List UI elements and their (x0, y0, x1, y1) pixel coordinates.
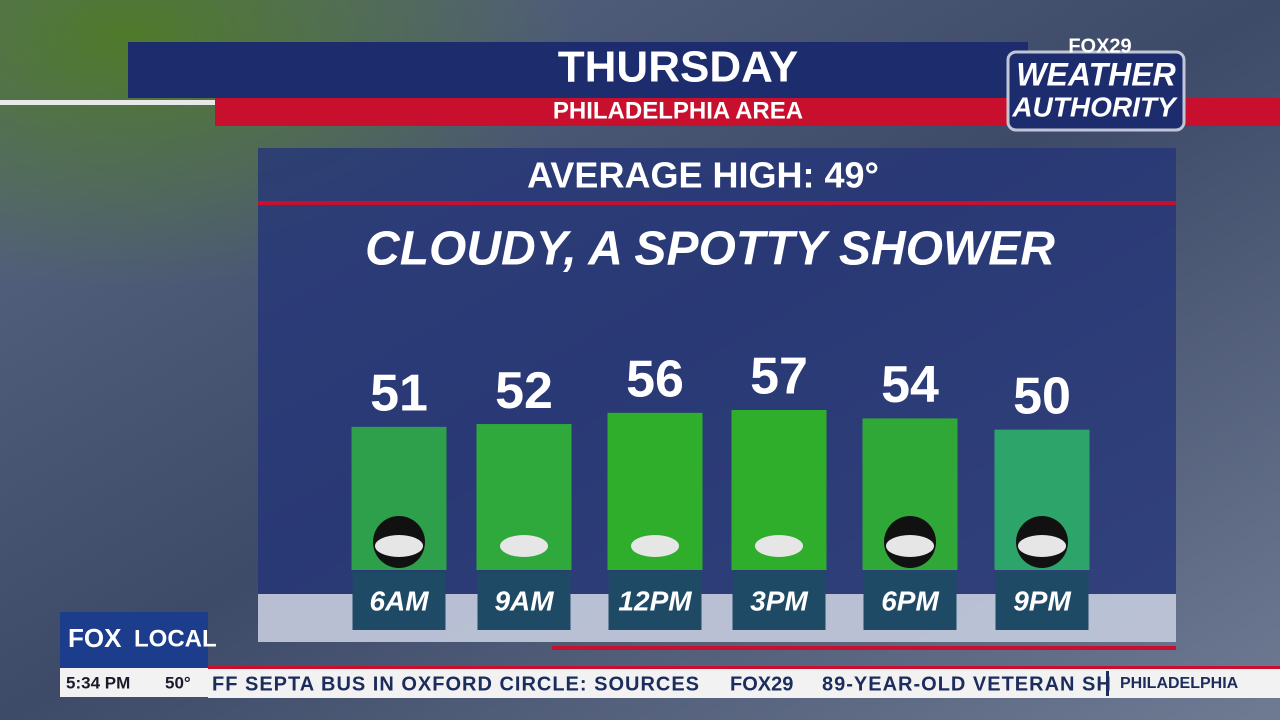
corner-brand-box (60, 612, 208, 668)
corner-time-box (60, 668, 208, 697)
time-box (477, 572, 571, 630)
ticker-station: FOX29 (730, 673, 793, 695)
time-box (863, 572, 957, 630)
logo-station: FOX29 (1068, 35, 1131, 57)
logo-line1: WEATHER (1016, 56, 1175, 92)
cloud-icon (500, 535, 548, 557)
value-label: 51 (370, 365, 428, 423)
corner-temperature: 50° (165, 673, 191, 692)
region: PHILADELPHIA AREA (553, 97, 803, 124)
time-box (732, 572, 826, 630)
corner-brand: FOX (68, 623, 122, 653)
time-label: 9AM (494, 585, 554, 616)
ticker-line (208, 666, 1280, 669)
title-bar (128, 42, 1028, 98)
cloud-icon (375, 535, 423, 557)
time-label: 12PM (618, 585, 692, 616)
logo-box (1006, 50, 1186, 132)
ticker-band (208, 669, 1280, 698)
time-label: 6PM (881, 585, 939, 616)
value-label: 50 (1013, 367, 1071, 425)
value-label: 57 (750, 348, 808, 406)
hourly-bars: 51 6AM 52 9AM 56 12PM 57 3PM 54 6PM 50 9PM (351, 348, 1090, 630)
ticker-story: 89-YEAR-OLD VETERAN SH (822, 673, 1112, 695)
panel-divider (258, 201, 1176, 205)
average-high: AVERAGE HIGH: 49° (527, 155, 879, 196)
time-label: 3PM (750, 585, 808, 616)
time-label: 9PM (1013, 585, 1071, 616)
corner-bug: FOX LOCAL 5:34 PM 50° (60, 612, 217, 697)
logo: FOX29 WEATHER AUTHORITY (1006, 35, 1186, 132)
value-label: 56 (626, 351, 684, 409)
corner-channel: LOCAL (134, 625, 217, 652)
ticker: FF SEPTA BUS IN OXFORD CIRCLE: SOURCES F… (208, 666, 1280, 698)
day-title: THURSDAY (558, 43, 798, 92)
accent-line (0, 100, 215, 105)
cloud-icon (631, 535, 679, 557)
corner-time: 5:34 PM (66, 673, 130, 692)
condition: CLOUDY, A SPOTTY SHOWER (365, 223, 1055, 276)
time-box (995, 572, 1089, 630)
cloud-icon (886, 535, 934, 557)
cloud-icon (1018, 535, 1066, 557)
value-label: 52 (495, 362, 553, 420)
cloud-icon (755, 535, 803, 557)
accent-line (552, 646, 1176, 650)
ticker-divider (1106, 671, 1109, 696)
time-box (608, 572, 702, 630)
time-box (352, 572, 446, 630)
ticker-story: FF SEPTA BUS IN OXFORD CIRCLE: SOURCES (212, 673, 700, 695)
value-label: 54 (881, 356, 939, 414)
time-label: 6AM (369, 585, 429, 616)
ticker-location: PHILADELPHIA (1120, 675, 1239, 692)
logo-line2: AUTHORITY (1011, 91, 1178, 122)
